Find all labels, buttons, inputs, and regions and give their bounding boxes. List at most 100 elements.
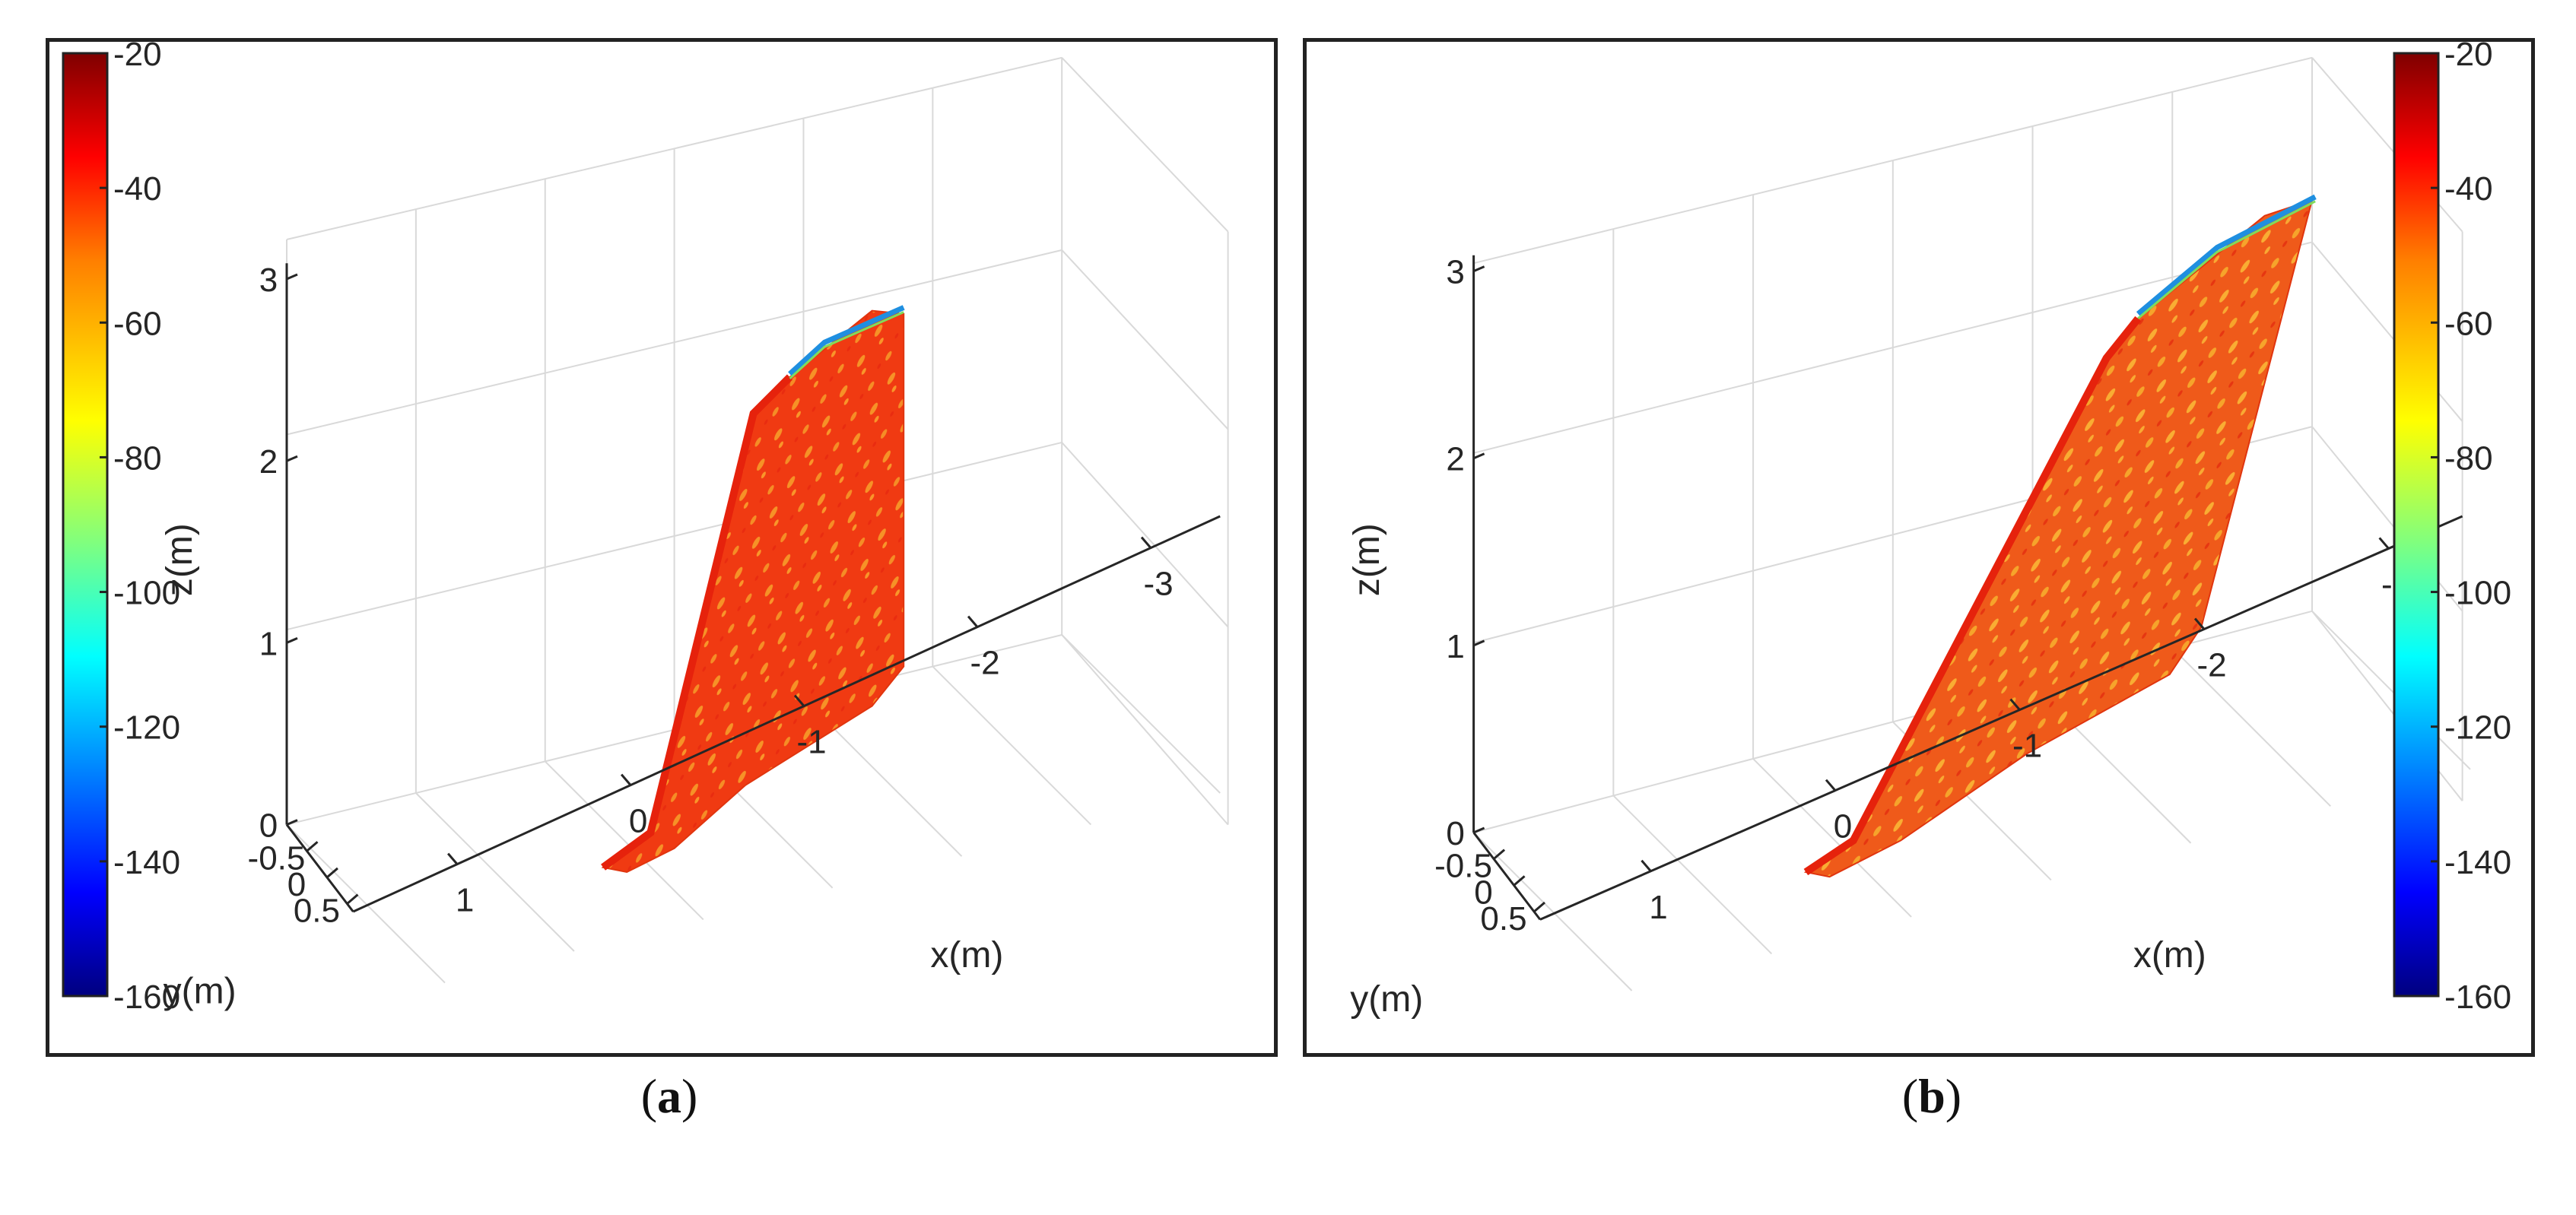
z-tick-label: 2 — [1446, 441, 1464, 478]
z-tick-label: 1 — [1446, 628, 1464, 665]
z-tick-mark — [286, 819, 298, 826]
colorbar-tick-label: -120 — [113, 709, 180, 747]
x-tick-label: -2 — [970, 645, 999, 682]
colorbar-tick-label: -60 — [2444, 305, 2493, 342]
y-axis-line — [285, 823, 354, 912]
floor-grid — [1061, 634, 1221, 794]
y-tick-mark — [326, 867, 338, 879]
z-tick-label: 2 — [259, 443, 278, 481]
x-tick-mark — [2009, 698, 2021, 711]
subfigure-label-a: (a) — [640, 1069, 698, 1123]
z-tick-mark — [1473, 452, 1485, 460]
colorbar-tick-label: -120 — [2444, 709, 2511, 747]
x-axis-label: x(m) — [2133, 935, 2206, 975]
x-axis-label: x(m) — [930, 935, 1003, 975]
z-tick-mark — [286, 455, 298, 462]
y-tick-mark — [346, 893, 359, 905]
x-tick-label: 1 — [456, 882, 474, 919]
x-tick-mark — [2378, 537, 2390, 550]
z-tick-label: 3 — [1446, 254, 1464, 291]
colorbar-tick-label: -160 — [113, 979, 180, 1016]
colorbar-tick-label: -80 — [2444, 439, 2493, 477]
subfigure-label-b: (b) — [1901, 1069, 1962, 1123]
side-wall-grid — [2311, 611, 2463, 802]
y-tick-label: 0 — [1474, 874, 1492, 911]
z-tick-label: 0 — [259, 807, 278, 845]
floor-grid — [1612, 795, 1773, 955]
floor-grid — [2311, 611, 2471, 770]
grid-a — [286, 56, 1229, 984]
z-axis-label: z(m) — [1347, 523, 1387, 596]
x-tick-mark — [2193, 617, 2206, 630]
side-wall-grid — [1061, 249, 1229, 430]
y-tick-label: 0 — [287, 866, 306, 903]
x-tick-mark — [620, 773, 632, 786]
floor-grid — [286, 823, 446, 984]
wing-tip-edge — [2136, 194, 2317, 316]
colorbar-tick-label: -40 — [113, 170, 162, 208]
x-axis-line — [352, 515, 1221, 913]
z-tick-mark — [1473, 639, 1485, 647]
floor-grid — [1472, 832, 1633, 991]
y-axis-label: y(m) — [1350, 979, 1423, 1020]
back-wall-horizontal-grid — [1473, 56, 2313, 265]
back-wall-horizontal-grid — [286, 56, 1062, 240]
x-tick-mark — [967, 615, 979, 628]
colorbar-tick-label: -80 — [113, 439, 162, 477]
wing-surface — [1803, 198, 2314, 878]
wing-surface-a — [601, 305, 905, 874]
x-tick-label: 0 — [1834, 808, 1852, 845]
colorbar-tick-label: -140 — [113, 844, 180, 881]
colorbar-tick-label: -140 — [2444, 844, 2511, 881]
y-axis-line — [1472, 832, 1542, 921]
back-wall-horizontal-grid — [286, 249, 1062, 436]
back-wall-horizontal-grid — [1473, 241, 2313, 454]
y-tick-mark — [1513, 875, 1526, 887]
colorbar-b: -20 -40 -60 -80 -100 -120 -140 -160 — [2393, 42, 2511, 1016]
wing-surface — [601, 309, 905, 874]
colorbar-tick-label: -20 — [2444, 42, 2493, 73]
back-wall-horizontal-grid — [286, 441, 1062, 631]
colorbar-gradient — [62, 52, 109, 998]
z-tick-mark — [286, 273, 298, 281]
z-tick-mark — [286, 637, 298, 644]
colorbar-gradient — [2393, 52, 2440, 998]
z-tick-mark — [1473, 826, 1485, 834]
colorbar-tick-label: -100 — [2444, 575, 2511, 612]
wing-leading-edge — [1803, 316, 2142, 876]
wing-tip-edge — [788, 305, 905, 376]
side-wall-grid — [2311, 57, 2463, 233]
side-wall-grid — [1061, 442, 1229, 628]
colorbar-a: -20 -40 -60 -80 -100 -120 -140 -160 — [62, 42, 180, 1016]
x-tick-label: -1 — [2012, 728, 2042, 765]
wing-tip-edge-inner — [2137, 200, 2316, 319]
floor-grid — [545, 760, 704, 921]
z-axis-label: z(m) — [160, 523, 200, 596]
floor-grid — [2171, 647, 2331, 807]
colorbar-tick-label: -160 — [2444, 979, 2511, 1016]
x-tick-label: -1 — [797, 724, 827, 761]
wing-surface-b — [1803, 194, 2317, 878]
y-tick-label: 0.5 — [294, 893, 340, 930]
floor-grid — [1752, 758, 1912, 918]
floor-grid — [415, 792, 575, 952]
side-wall-grid — [2311, 241, 2463, 422]
y-axis-label: y(m) — [164, 972, 237, 1012]
wing-leading-edge — [601, 374, 792, 871]
colorbar-tick-label: -20 — [113, 42, 162, 73]
side-wall-grid — [1061, 57, 1229, 233]
y-tick-label: -0.5 — [1434, 848, 1492, 885]
x-tick-label: 1 — [1649, 889, 1667, 926]
x-tick-label: -3 — [1143, 566, 1173, 603]
y-tick-mark — [1493, 849, 1506, 860]
side-wall-grid — [1061, 634, 1229, 826]
colorbar-tick-label: -100 — [113, 575, 180, 612]
z-tick-label: 3 — [259, 262, 278, 299]
x-tick-mark — [1641, 859, 1652, 872]
z-tick-mark — [1473, 265, 1485, 272]
x-tick-mark — [1825, 779, 1837, 791]
